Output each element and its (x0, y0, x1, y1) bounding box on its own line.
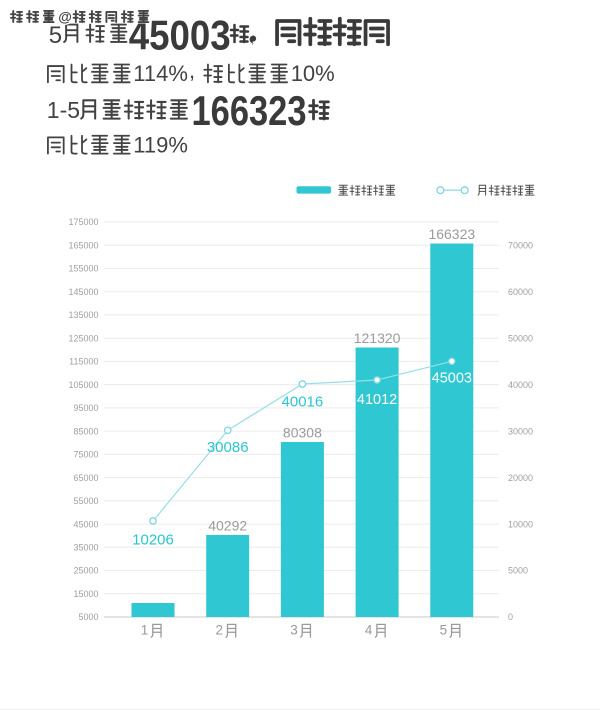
svg-text:166323: 166323 (428, 226, 475, 242)
svg-text:125000: 125000 (68, 333, 98, 343)
svg-text:65000: 65000 (73, 473, 98, 483)
svg-text:70000: 70000 (508, 240, 533, 250)
svg-text:0: 0 (508, 612, 513, 622)
svg-text:75000: 75000 (73, 450, 98, 460)
svg-text:119%: 119% (133, 133, 188, 158)
svg-text:40000: 40000 (508, 380, 533, 390)
svg-text:80308: 80308 (283, 424, 322, 440)
svg-text:1-5: 1-5 (47, 97, 80, 123)
svg-text:4: 4 (365, 623, 373, 638)
svg-text:135000: 135000 (68, 310, 98, 320)
svg-text:145000: 145000 (68, 287, 98, 297)
svg-text:30086: 30086 (207, 439, 249, 456)
svg-text:175000: 175000 (68, 217, 98, 227)
svg-text:2: 2 (216, 623, 224, 638)
svg-text:155000: 155000 (68, 264, 98, 274)
svg-text:41012: 41012 (357, 392, 397, 408)
svg-text:40292: 40292 (208, 517, 247, 533)
svg-text:30000: 30000 (508, 426, 533, 436)
svg-text:40016: 40016 (282, 393, 324, 410)
svg-text:166323: 166323 (192, 87, 307, 134)
svg-text:5: 5 (49, 22, 62, 49)
svg-text:@: @ (58, 8, 72, 24)
svg-text:50000: 50000 (508, 333, 533, 343)
svg-text:5: 5 (440, 623, 448, 638)
svg-text:95000: 95000 (73, 403, 98, 413)
svg-text:5000: 5000 (508, 566, 528, 576)
svg-text:10206: 10206 (132, 532, 174, 549)
svg-text:45003: 45003 (432, 371, 472, 387)
svg-text:20000: 20000 (508, 473, 533, 483)
svg-text:1: 1 (141, 623, 149, 638)
svg-text:105000: 105000 (68, 380, 98, 390)
svg-text:10%: 10% (291, 61, 335, 86)
svg-text:60000: 60000 (508, 287, 533, 297)
svg-text:165000: 165000 (68, 240, 98, 250)
svg-text:25000: 25000 (73, 566, 98, 576)
svg-text:115000: 115000 (69, 357, 98, 367)
svg-text:35000: 35000 (73, 543, 98, 553)
svg-text:3: 3 (290, 623, 298, 638)
svg-text:15000: 15000 (73, 589, 98, 599)
svg-text:55000: 55000 (73, 496, 98, 506)
svg-text:10000: 10000 (508, 519, 533, 529)
svg-text:45000: 45000 (73, 519, 98, 529)
svg-text:114%: 114% (133, 61, 188, 86)
svg-text:@: @ (58, 8, 72, 24)
svg-text:,: , (189, 58, 195, 83)
svg-text:85000: 85000 (73, 426, 98, 436)
svg-text:121320: 121320 (354, 330, 401, 346)
svg-text:5000: 5000 (78, 612, 98, 622)
